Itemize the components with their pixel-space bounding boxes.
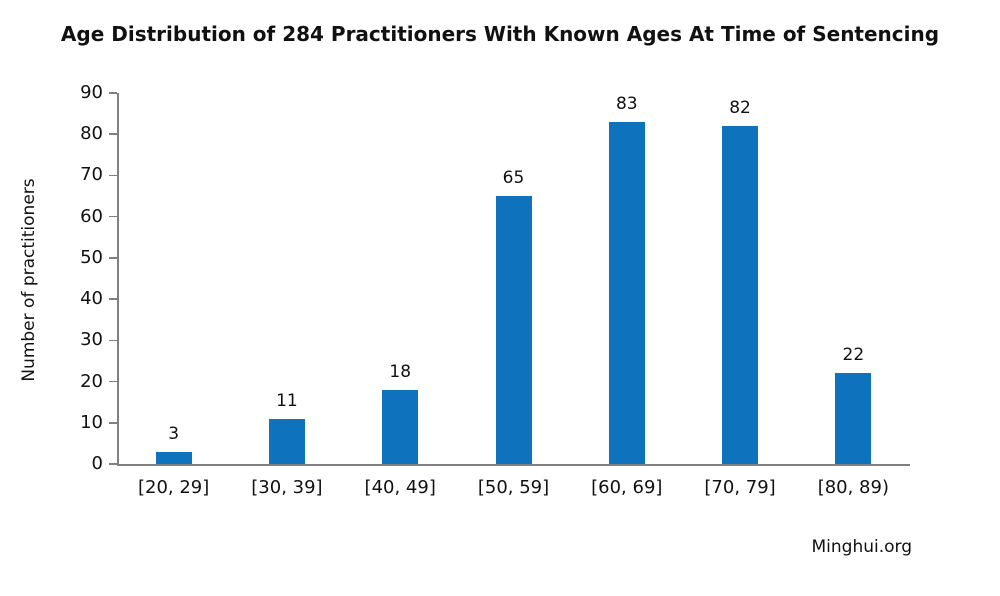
y-tick-mark (109, 298, 117, 300)
x-tick-label: [70, 79] (704, 477, 776, 498)
bar-value-label: 82 (729, 97, 751, 118)
y-tick-mark (109, 380, 117, 383)
y-tick-label: 20 (80, 370, 103, 392)
y-tick-label: 80 (80, 123, 103, 145)
y-tick-label: 50 (80, 246, 103, 268)
bar (495, 196, 532, 464)
x-tick-label: [40, 49] (364, 477, 436, 498)
bar-value-label: 65 (502, 168, 525, 189)
bar (268, 418, 305, 464)
bar (382, 389, 419, 464)
y-tick-label: 60 (80, 205, 103, 227)
y-tick-mark (109, 133, 117, 135)
bar-value-label: 11 (276, 390, 298, 411)
y-tick-label: 10 (80, 411, 103, 433)
bar-value-label: 3 (168, 423, 180, 444)
y-tick-label: 90 (80, 82, 103, 103)
y-tick-mark (109, 92, 117, 94)
x-tick-label: [80, 89) (817, 477, 889, 498)
x-tick-label: [50, 59] (477, 477, 550, 498)
x-tick-label: [60, 69] (591, 477, 663, 498)
y-tick-mark (109, 339, 117, 342)
y-tick-label: 30 (80, 329, 103, 351)
y-tick-mark (109, 257, 117, 259)
bar-value-label: 83 (615, 93, 638, 114)
x-tick-label: [30, 39] (251, 477, 323, 498)
bar (608, 121, 645, 464)
y-tick-label: 0 (91, 453, 103, 474)
x-axis-line (117, 464, 910, 466)
bar (155, 451, 192, 464)
bar (722, 125, 759, 464)
y-tick-mark (109, 422, 117, 424)
y-tick-mark (109, 215, 117, 218)
bar (835, 373, 872, 464)
y-tick-label: 70 (80, 164, 103, 186)
bar-value-label: 22 (842, 345, 865, 366)
y-tick-mark (109, 174, 117, 177)
x-tick-label: [20, 29] (137, 477, 210, 498)
y-tick-mark (109, 463, 117, 465)
source-attribution: Minghui.org (811, 537, 912, 557)
chart-title: Age Distribution of 284 Practitioners Wi… (60, 22, 940, 46)
y-tick-label: 40 (80, 288, 103, 310)
y-axis-line (117, 93, 119, 464)
bar-value-label: 18 (389, 361, 412, 382)
